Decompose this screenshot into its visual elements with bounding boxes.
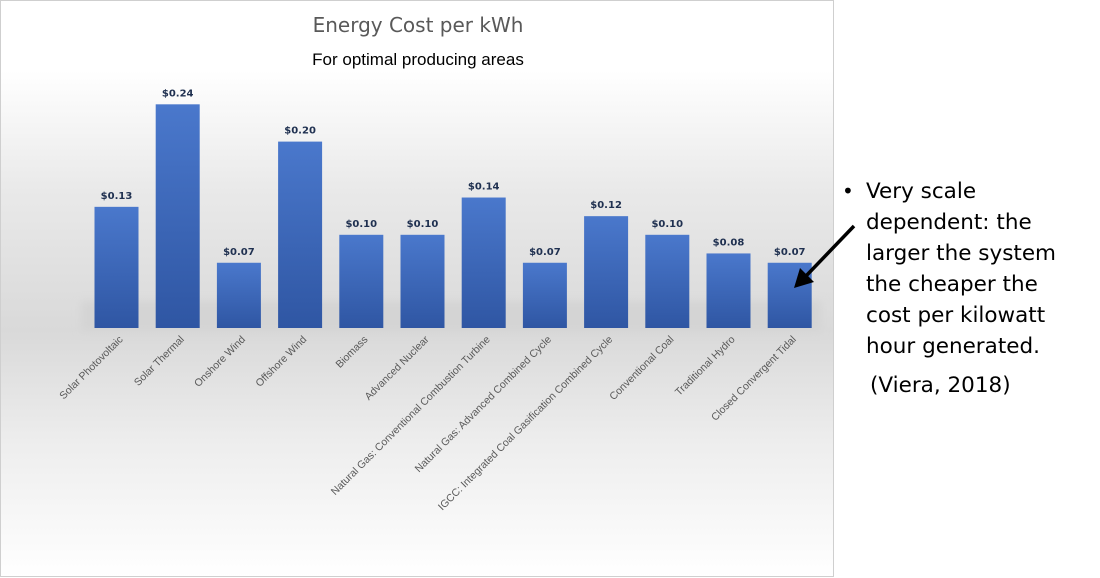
annotation-note: • Very scale dependent: the larger the s…	[842, 176, 1092, 401]
bar	[584, 216, 629, 328]
bar	[155, 104, 200, 328]
category-label: Natural Gas: Advanced Combined Cycle	[413, 334, 554, 475]
category-label: Advanced Nuclear	[362, 333, 432, 403]
value-label: $0.10	[345, 219, 377, 230]
value-label: $0.24	[162, 88, 194, 99]
bar	[767, 262, 812, 328]
bar	[461, 197, 506, 328]
value-label: $0.20	[284, 126, 316, 137]
annotation-text: Very scale dependent: the larger the sys…	[866, 176, 1056, 362]
annotation-line: hour generated.	[866, 334, 1040, 359]
bullet-marker: •	[842, 179, 854, 203]
category-label: Conventional Coal	[607, 334, 676, 403]
category-label: Solar Photovoltaic	[57, 334, 125, 402]
bar-chart: Energy Cost per kWh For optimal producin…	[57, 13, 821, 513]
value-label: $0.07	[774, 247, 806, 258]
value-labels: $0.13 $0.24 $0.07 $0.20 $0.10 $0.10 $0.14 $0.07…	[101, 88, 806, 257]
annotation-bullet: • Very scale dependent: the larger the s…	[842, 176, 1092, 362]
chart-title: Energy Cost per kWh	[313, 13, 524, 37]
value-label: $0.08	[713, 237, 745, 248]
value-label: $0.10	[407, 219, 439, 230]
annotation-line: the cheaper the	[866, 272, 1038, 297]
annotation-line: Very scale	[866, 179, 977, 204]
value-label: $0.12	[590, 200, 622, 211]
bars	[94, 104, 812, 328]
value-label: $0.10	[651, 219, 683, 230]
value-label: $0.14	[468, 182, 500, 193]
value-label: $0.07	[529, 247, 561, 258]
chart-subtitle: For optimal producing areas	[312, 50, 524, 69]
value-label: $0.13	[101, 191, 133, 202]
bar	[645, 234, 690, 328]
bar	[216, 262, 261, 328]
annotation-line: dependent: the	[866, 210, 1032, 235]
bar	[339, 234, 384, 328]
category-label: Biomass	[333, 334, 370, 371]
annotation-line: larger the system	[866, 241, 1057, 266]
bar	[706, 253, 751, 328]
category-labels: Solar Photovoltaic Solar Thermal Onshore W…	[57, 333, 799, 513]
bar	[94, 206, 139, 328]
chart-panel: Energy Cost per kWh For optimal producin…	[0, 0, 834, 577]
bar	[522, 262, 567, 328]
category-label: Offshore Wind	[253, 334, 309, 390]
bar	[278, 141, 323, 328]
category-label: Traditional Hydro	[673, 334, 738, 399]
bar	[400, 234, 445, 328]
category-label: Onshore Wind	[192, 334, 248, 390]
value-label: $0.07	[223, 247, 255, 258]
annotation-line: cost per kilowatt	[866, 303, 1046, 328]
category-label: Solar Thermal	[132, 334, 187, 389]
citation: (Viera, 2018)	[870, 373, 1011, 398]
floor-shadow	[81, 301, 821, 331]
